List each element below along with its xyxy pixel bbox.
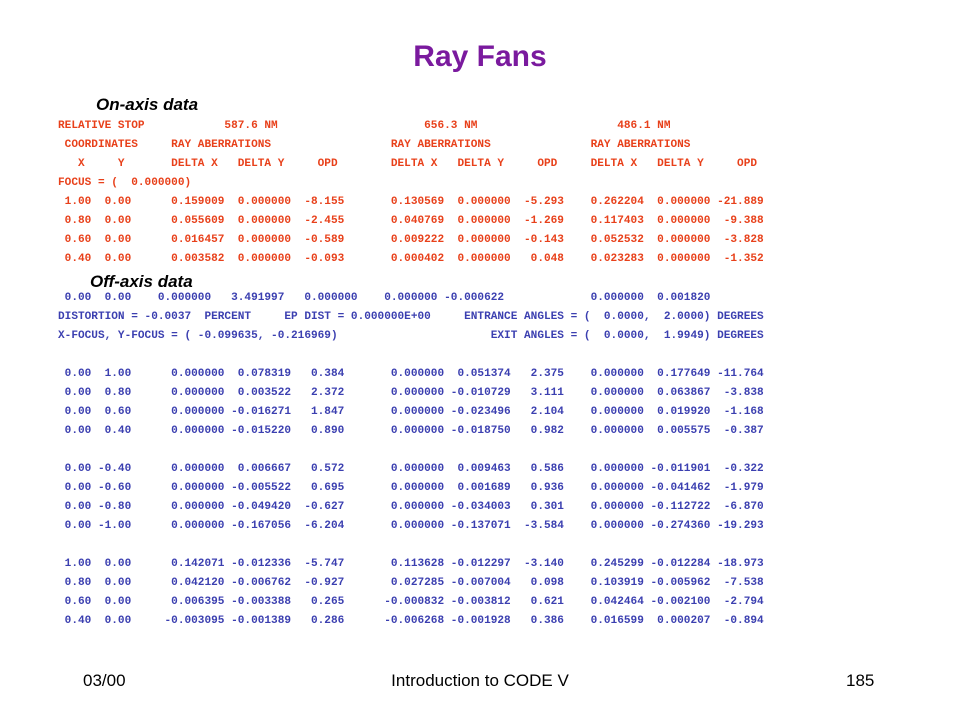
- onaxis-heading: On-axis data: [96, 95, 199, 114]
- page-number: 185: [846, 671, 875, 690]
- footer-title: Introduction to CODE V: [391, 671, 569, 690]
- offaxis-heading: Off-axis data: [90, 272, 193, 291]
- onaxis-data-table: RELATIVE STOP 587.6 NM 656.3 NM 486.1 NM…: [58, 120, 764, 265]
- slide-title: Ray Fans: [413, 40, 547, 73]
- footer-date: 03/00: [83, 671, 126, 690]
- offaxis-data-table: 0.00 0.00 0.000000 3.491997 0.000000 0.0…: [58, 292, 764, 627]
